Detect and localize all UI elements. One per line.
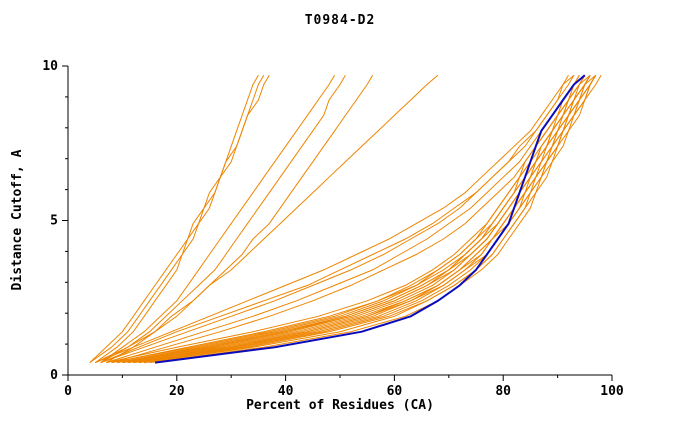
y-tick-label: 0 [50, 368, 58, 383]
model-curve [138, 75, 597, 364]
model-curve [89, 75, 270, 364]
model-curve [89, 75, 259, 363]
x-tick-label: 80 [495, 384, 511, 399]
model-curve [94, 75, 346, 364]
best-model-curve [154, 74, 586, 364]
x-tick-label: 40 [278, 384, 294, 399]
x-tick-label: 20 [169, 384, 185, 399]
x-axis-label: Percent of Residues (CA) [246, 398, 434, 413]
x-tick-label: 0 [64, 384, 72, 399]
y-tick-label: 5 [50, 214, 58, 229]
model-curve [100, 75, 336, 364]
model-curve [149, 75, 602, 364]
model-curve [111, 74, 586, 364]
model-curve [122, 75, 591, 364]
model-curve [105, 75, 374, 364]
model-curve [111, 74, 586, 364]
model-curve [100, 74, 439, 364]
model-curve [144, 75, 597, 364]
model-curve [94, 75, 265, 364]
y-tick-label: 10 [42, 59, 58, 74]
model-curve [133, 74, 597, 364]
model-curve [100, 74, 575, 364]
x-tick-label: 60 [387, 384, 403, 399]
model-curve [95, 75, 569, 364]
chart-title: T0984-D2 [304, 13, 376, 28]
x-tick-label: 100 [600, 384, 624, 399]
